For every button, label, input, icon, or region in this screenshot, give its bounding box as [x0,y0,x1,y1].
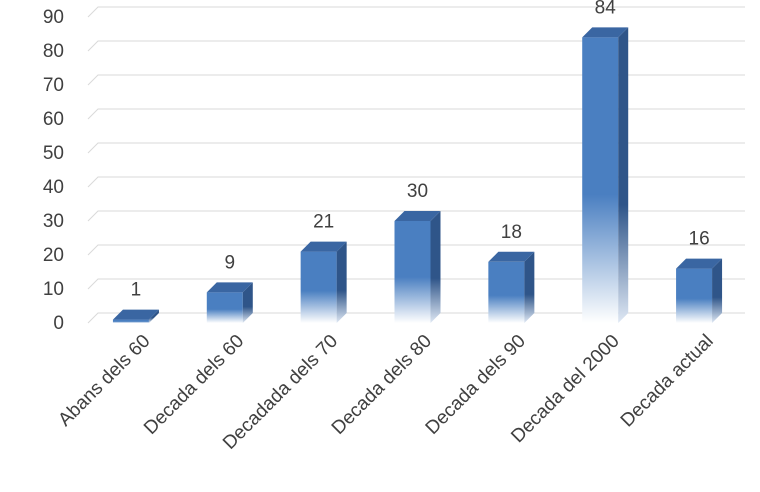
x-tick-label: Abans dels 60 [54,331,154,431]
bar-front [394,221,431,323]
data-label: 1 [131,280,142,301]
x-tick-label: Decada actual [617,331,718,432]
bar-1 [206,282,253,323]
bar-top [676,258,723,269]
data-labels: 1 9 21 30 18 84 16 [131,0,710,301]
bar-2 [300,241,347,323]
bar-6 [676,258,723,323]
data-label: 21 [313,212,334,233]
gridline-60 [87,108,745,120]
x-tick-label: Decada dels 80 [328,331,436,439]
bar-top [394,211,441,221]
x-tick-label: Decada dels 60 [140,331,248,439]
data-label: 9 [224,252,235,273]
bar-side [430,211,441,323]
gridline-20 [87,244,745,256]
bar-3 [394,211,441,323]
y-tick-label: 60 [43,109,64,130]
y-tick-label: 30 [43,211,64,232]
bar-front [206,292,243,323]
bar-front [676,268,713,323]
gridline-50 [87,142,745,154]
bars [112,27,723,324]
y-tick-label: 80 [43,41,64,62]
data-label: 84 [595,0,617,18]
y-axis: 0 10 20 30 40 50 60 70 80 90 [43,7,64,334]
bar-top [112,309,159,320]
bar-5 [582,27,629,324]
bar-top [300,241,347,252]
bar-front [300,251,337,323]
bar-front [488,261,525,323]
gridlines [87,6,745,324]
data-label: 30 [407,181,428,202]
gridline-30 [87,210,745,222]
data-label: 18 [501,222,522,243]
bar-front [112,319,149,323]
bar-side [618,27,629,324]
gridline-40 [87,176,745,188]
bar-front [582,37,619,324]
bar-0 [112,309,159,323]
bar-top [582,27,629,38]
bar-side [336,241,347,323]
bar-4 [488,251,535,323]
y-tick-label: 0 [53,313,64,334]
data-label: 16 [689,229,710,250]
y-tick-label: 40 [43,177,64,198]
y-tick-label: 10 [43,279,64,300]
gridline-90 [87,6,745,18]
gridline-70 [87,74,745,86]
bar-side [712,258,723,323]
bar-side [148,309,159,323]
y-tick-label: 20 [43,245,64,266]
x-tick-label: Decada dels 90 [422,331,530,439]
bar-side [242,282,253,323]
bar-side [524,251,535,323]
y-tick-label: 50 [43,143,64,164]
y-tick-label: 90 [43,7,64,28]
y-tick-label: 70 [43,75,64,96]
bar-top [488,251,535,262]
gridline-80 [87,40,745,52]
bar-top [206,282,253,293]
